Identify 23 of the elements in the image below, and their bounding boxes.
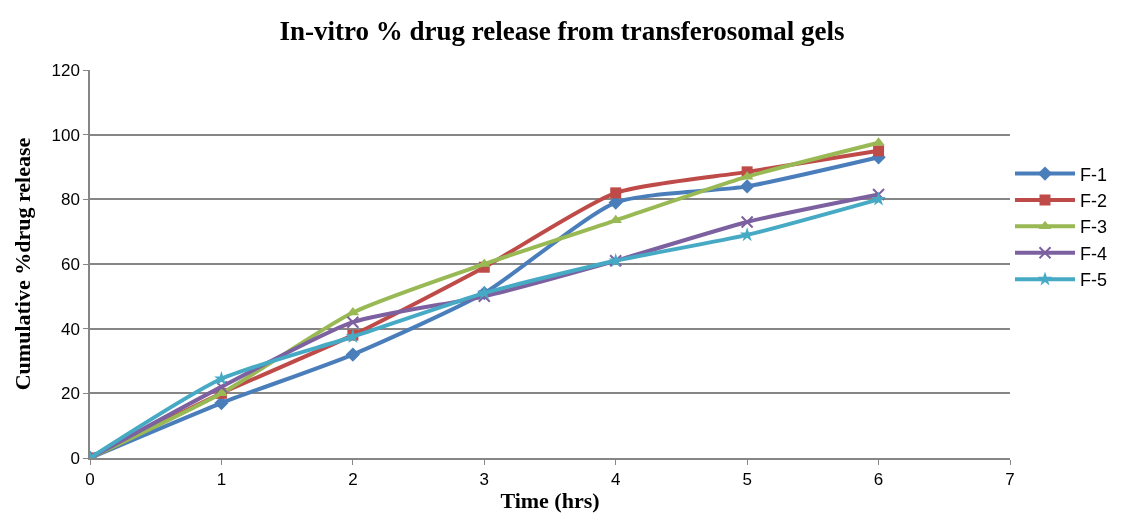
legend-label: F-3 <box>1080 217 1107 238</box>
legend-label: F-2 <box>1080 190 1107 211</box>
y-tick-label: 0 <box>70 448 80 468</box>
y-tick-label: 120 <box>51 60 80 80</box>
x-tick-label: 7 <box>1005 470 1015 490</box>
y-tick-label: 20 <box>60 384 80 404</box>
x-axis-title: Time (hrs) <box>500 487 600 513</box>
legend-label: F-5 <box>1080 270 1107 291</box>
y-tick-label: 80 <box>60 190 80 210</box>
y-tick-label: 100 <box>51 125 80 145</box>
legend-label: F-1 <box>1080 164 1107 185</box>
x-tick-label: 4 <box>610 470 621 490</box>
x-tick-label: 6 <box>873 470 884 490</box>
x-tick-label: 3 <box>479 470 490 490</box>
chart-title: In-vitro % drug release from transferosomal gels <box>279 15 845 46</box>
y-tick-label: 40 <box>60 319 80 339</box>
y-tick-label: 60 <box>60 254 80 274</box>
x-tick-label: 1 <box>216 470 227 490</box>
x-tick-label: 5 <box>742 470 752 490</box>
x-tick-label: 2 <box>348 470 358 490</box>
y-axis-title: Cumulative %drug release <box>9 137 35 391</box>
legend-label: F-4 <box>1080 243 1107 264</box>
x-tick-label: 0 <box>85 470 95 490</box>
